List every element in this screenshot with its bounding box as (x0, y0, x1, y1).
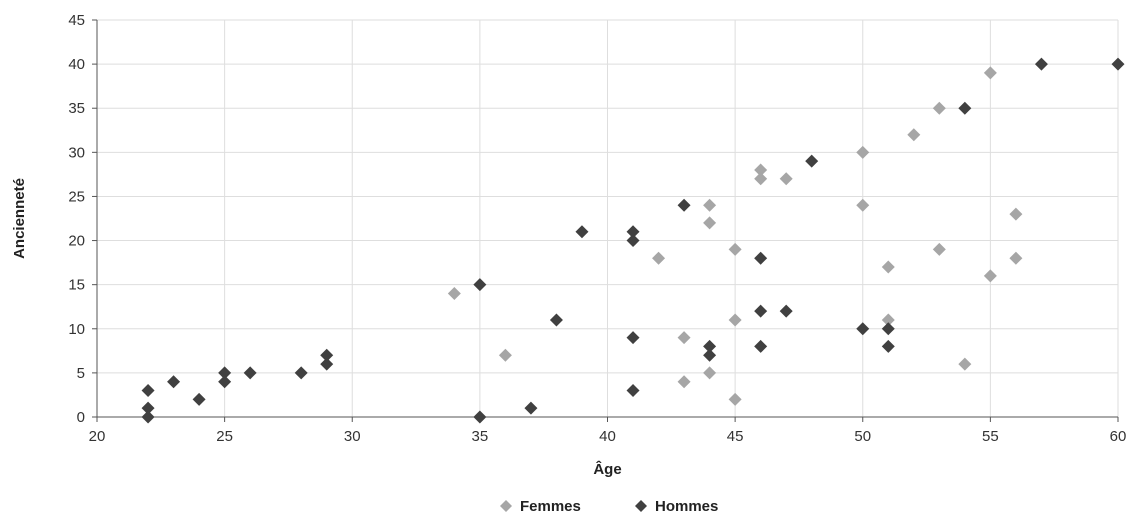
point-hommes (141, 384, 155, 398)
point-hommes (703, 339, 717, 353)
point-hommes (320, 348, 334, 362)
point-femmes (703, 198, 717, 212)
y-axis-title: Ancienneté (11, 178, 28, 259)
point-femmes (728, 242, 742, 256)
point-hommes (754, 339, 768, 353)
point-femmes (856, 145, 870, 159)
y-tick-label: 25 (68, 188, 85, 205)
y-tick-label: 5 (77, 365, 85, 382)
point-femmes (728, 392, 742, 406)
x-tick-label: 30 (344, 428, 361, 445)
point-femmes (703, 366, 717, 380)
point-femmes (983, 269, 997, 283)
tick-labels: 20 25 30 35 40 45 50 55 60 0 5 10 15 20 25 30 35 40 45 (68, 12, 1126, 445)
y-tick-label: 45 (68, 12, 85, 29)
point-femmes (932, 101, 946, 115)
legend-marker-hommes (635, 500, 647, 512)
point-hommes (218, 375, 232, 389)
point-hommes (626, 234, 640, 248)
point-femmes (779, 172, 793, 186)
y-tick-label: 20 (68, 233, 85, 250)
point-hommes (473, 410, 487, 424)
point-hommes (754, 251, 768, 265)
point-hommes (473, 278, 487, 292)
point-hommes (677, 198, 691, 212)
point-hommes (1034, 57, 1048, 71)
y-tick-label: 15 (68, 277, 85, 294)
x-tick-label: 40 (599, 428, 616, 445)
x-tick-label: 50 (854, 428, 871, 445)
legend: Femmes Hommes (500, 498, 718, 515)
point-hommes (703, 348, 717, 362)
point-hommes (881, 322, 895, 336)
legend-label-hommes: Hommes (655, 498, 718, 515)
y-tick-label: 10 (68, 321, 85, 338)
point-hommes (141, 410, 155, 424)
point-hommes (192, 392, 206, 406)
point-hommes (243, 366, 257, 380)
point-hommes (881, 339, 895, 353)
y-tick-label: 40 (68, 56, 85, 73)
axes (96, 20, 1118, 418)
point-femmes (652, 251, 666, 265)
point-hommes (779, 304, 793, 318)
point-femmes (677, 375, 691, 389)
point-femmes (754, 172, 768, 186)
point-hommes (958, 101, 972, 115)
grid-lines (92, 19, 1119, 422)
point-hommes (626, 331, 640, 345)
x-tick-label: 60 (1110, 428, 1127, 445)
point-femmes (1009, 207, 1023, 221)
point-femmes (907, 128, 921, 142)
point-femmes (881, 313, 895, 327)
x-tick-label: 25 (216, 428, 233, 445)
point-hommes (856, 322, 870, 336)
point-hommes (320, 357, 334, 371)
point-femmes (881, 260, 895, 274)
x-tick-label: 45 (727, 428, 744, 445)
point-femmes (983, 66, 997, 80)
point-hommes (805, 154, 819, 168)
legend-label-femmes: Femmes (520, 498, 581, 515)
point-hommes (141, 401, 155, 415)
y-tick-label: 35 (68, 100, 85, 117)
point-femmes (447, 286, 461, 300)
point-femmes (728, 313, 742, 327)
point-femmes (958, 357, 972, 371)
x-tick-label: 20 (89, 428, 106, 445)
y-tick-label: 0 (77, 409, 85, 426)
x-axis-title: Âge (593, 460, 621, 478)
point-femmes (703, 216, 717, 230)
y-tick-label: 30 (68, 144, 85, 161)
point-hommes (575, 225, 589, 239)
point-hommes (626, 225, 640, 239)
point-hommes (218, 366, 232, 380)
point-femmes (856, 198, 870, 212)
point-hommes (167, 375, 181, 389)
point-femmes (754, 163, 768, 177)
point-femmes (1009, 251, 1023, 265)
point-femmes (498, 348, 512, 362)
data-points (141, 57, 1125, 424)
x-tick-label: 55 (982, 428, 999, 445)
x-tick-label: 35 (472, 428, 489, 445)
point-femmes (932, 242, 946, 256)
point-hommes (754, 304, 768, 318)
point-hommes (294, 366, 308, 380)
point-femmes (677, 331, 691, 345)
legend-marker-femmes (500, 500, 512, 512)
point-hommes (524, 401, 538, 415)
point-hommes (626, 384, 640, 398)
point-hommes (549, 313, 563, 327)
point-hommes (1111, 57, 1125, 71)
